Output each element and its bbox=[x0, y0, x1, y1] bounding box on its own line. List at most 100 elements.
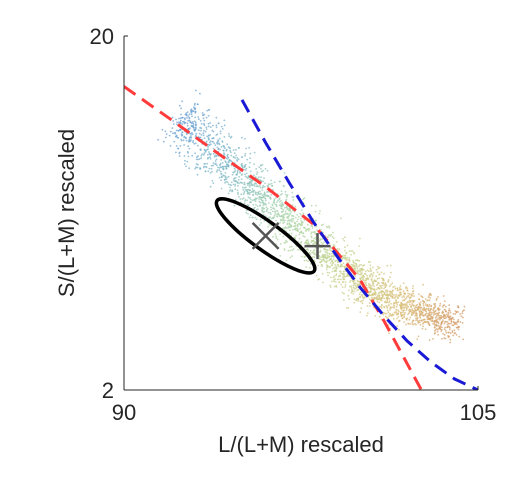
scatter-point bbox=[436, 314, 438, 317]
scatter-point bbox=[246, 199, 249, 202]
scatter-point bbox=[208, 141, 211, 144]
scatter-point bbox=[389, 314, 392, 317]
scatter-point bbox=[244, 199, 247, 201]
scatter-point bbox=[358, 273, 361, 276]
scatter-point bbox=[283, 213, 286, 216]
scatter-point bbox=[395, 310, 397, 312]
scatter-point bbox=[171, 127, 174, 129]
scatter-point bbox=[437, 314, 440, 317]
scatter-point bbox=[439, 326, 442, 329]
scatter-point bbox=[435, 319, 438, 322]
scatter-point bbox=[276, 210, 279, 212]
scatter-point bbox=[334, 264, 337, 266]
scatter-point bbox=[186, 111, 189, 113]
scatter-point bbox=[250, 191, 253, 194]
scatter-point bbox=[282, 216, 285, 219]
scatter-point bbox=[197, 118, 200, 121]
scatter-point bbox=[298, 237, 301, 240]
scatter-point bbox=[265, 191, 268, 193]
scatter-point bbox=[455, 311, 458, 314]
scatter-point bbox=[260, 167, 262, 170]
scatter-point bbox=[200, 123, 203, 125]
scatter-point bbox=[442, 314, 445, 316]
scatter-point bbox=[298, 222, 300, 225]
scatter-point bbox=[255, 168, 258, 170]
scatter-point bbox=[175, 135, 178, 138]
scatter-point bbox=[291, 204, 294, 207]
scatter-point bbox=[443, 322, 446, 325]
scatter-point bbox=[207, 109, 210, 111]
scatter-point bbox=[203, 122, 205, 125]
scatter-point bbox=[418, 298, 421, 301]
scatter-point bbox=[242, 197, 245, 200]
scatter-point bbox=[235, 148, 237, 151]
scatter-point bbox=[351, 288, 353, 291]
scatter-point bbox=[249, 181, 251, 184]
scatter-point bbox=[310, 239, 313, 242]
scatter-point bbox=[247, 184, 249, 187]
scatter-point bbox=[363, 279, 365, 282]
scatter-point bbox=[442, 295, 445, 297]
scatter-point bbox=[296, 220, 298, 223]
scatter-point bbox=[235, 154, 238, 157]
scatter-point bbox=[396, 317, 398, 320]
scatter-point bbox=[395, 306, 398, 308]
scatter-point bbox=[394, 296, 397, 299]
scatter-point bbox=[294, 227, 297, 230]
scatter-point bbox=[357, 297, 360, 300]
scatter-point bbox=[194, 142, 197, 145]
scatter-point bbox=[422, 321, 425, 324]
scatter-point bbox=[293, 221, 296, 224]
scatter-point bbox=[361, 295, 364, 298]
scatter-point bbox=[421, 311, 424, 314]
scatter-point bbox=[424, 314, 427, 316]
scatter-point bbox=[220, 125, 223, 128]
scatter-point bbox=[240, 178, 243, 181]
scatter-point bbox=[200, 134, 203, 136]
scatter-point bbox=[194, 102, 196, 105]
scatter-point bbox=[423, 318, 426, 321]
scatter-point bbox=[439, 304, 441, 307]
scatter-point bbox=[227, 156, 230, 159]
scatter-point bbox=[362, 297, 365, 300]
scatter-point bbox=[194, 110, 197, 113]
scatter-point bbox=[381, 279, 384, 282]
scatter-point bbox=[180, 138, 183, 141]
scatter-point bbox=[294, 224, 297, 227]
scatter-point bbox=[424, 328, 427, 331]
scatter-point bbox=[370, 278, 373, 281]
scatter-point bbox=[457, 320, 460, 323]
scatter-point bbox=[217, 122, 220, 124]
scatter-point bbox=[455, 326, 458, 329]
scatter-point bbox=[360, 273, 362, 276]
scatter-point bbox=[229, 159, 231, 162]
scatter-point bbox=[420, 313, 423, 316]
scatter-point bbox=[234, 185, 237, 187]
scatter-point bbox=[372, 274, 374, 276]
scatter-point bbox=[449, 311, 452, 314]
scatter-point bbox=[398, 319, 401, 322]
scatter-point bbox=[439, 314, 442, 317]
scatter-point bbox=[352, 284, 355, 287]
scatter-point bbox=[412, 292, 415, 295]
scatter-point bbox=[187, 152, 190, 154]
scatter-point bbox=[196, 173, 199, 176]
scatter-point bbox=[375, 268, 378, 271]
scatter-point bbox=[187, 128, 190, 131]
scatter-point bbox=[297, 215, 300, 218]
scatter-point bbox=[429, 311, 431, 314]
scatter-point bbox=[186, 124, 189, 127]
scatter-point bbox=[238, 171, 241, 174]
scatter-point bbox=[220, 179, 223, 182]
scatter-point bbox=[241, 156, 243, 158]
scatter-point bbox=[377, 286, 379, 289]
scatter-point bbox=[289, 256, 292, 259]
scatter-point bbox=[374, 292, 377, 295]
scatter-point bbox=[225, 149, 228, 152]
scatter-point bbox=[344, 254, 347, 257]
scatter-point bbox=[239, 198, 242, 200]
scatter-point bbox=[231, 190, 233, 193]
scatter-point bbox=[246, 204, 249, 206]
scatter-point bbox=[249, 214, 252, 217]
scatter-point bbox=[237, 184, 239, 187]
